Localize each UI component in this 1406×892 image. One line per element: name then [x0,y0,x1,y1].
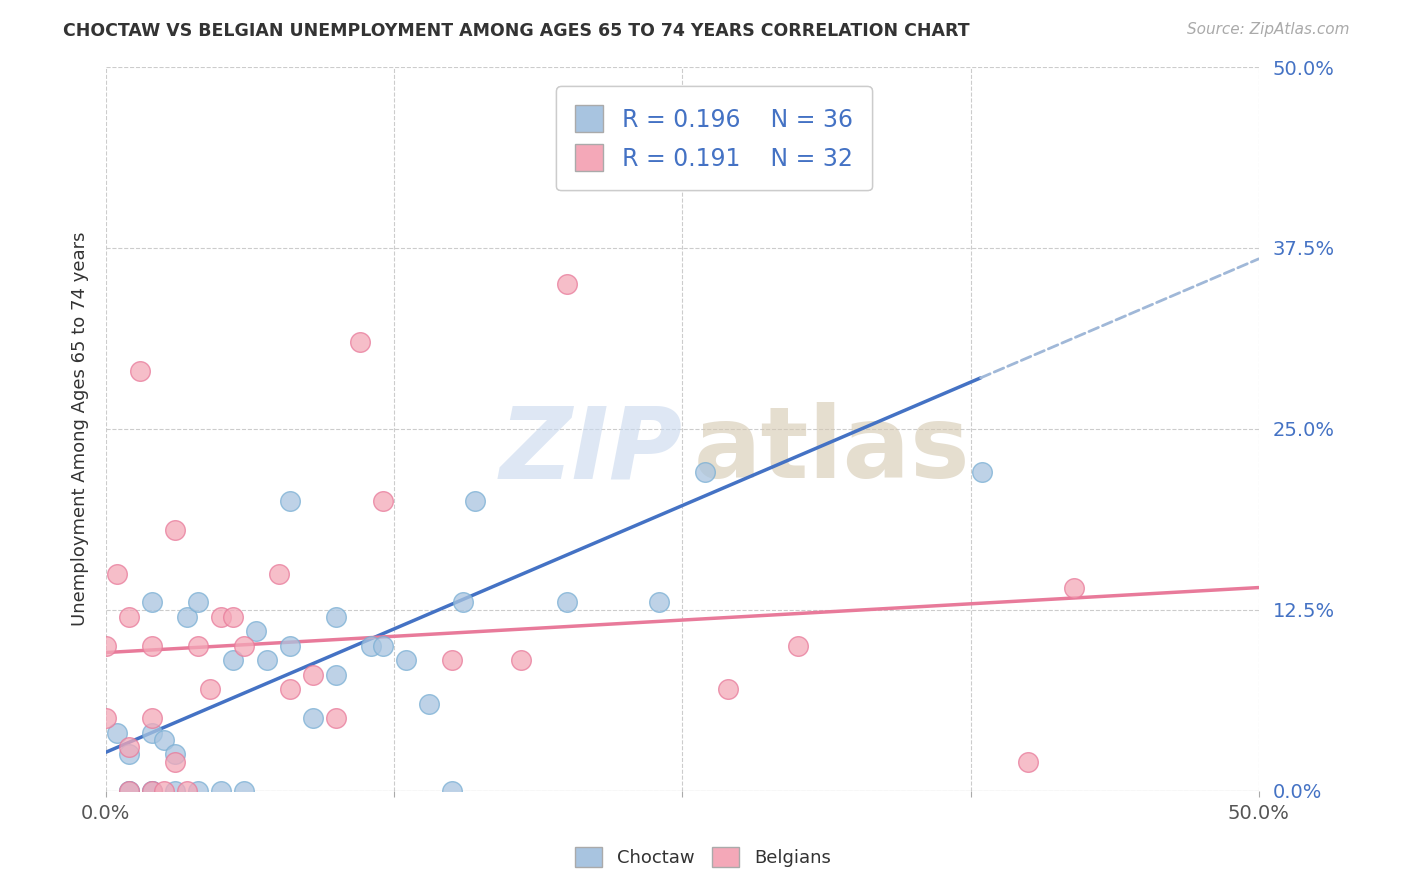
Text: atlas: atlas [693,402,970,499]
Point [209,610,232,624]
Point [555,132,578,146]
Point [464,494,486,508]
Point [141,783,163,797]
Point [94,711,117,725]
Legend: Choctaw, Belgians: Choctaw, Belgians [568,839,838,874]
Point [360,639,382,653]
Point [118,740,141,755]
Point [198,682,221,697]
Point [233,639,256,653]
Point [280,639,302,653]
Point [94,639,117,653]
Point [325,711,347,725]
Point [222,610,245,624]
Point [165,755,187,769]
Point [165,523,187,537]
Point [325,668,347,682]
Point [786,639,808,653]
Point [510,653,533,667]
Point [280,494,302,508]
Point [141,711,163,725]
Point [165,783,187,797]
Y-axis label: Unemployment Among Ages 65 to 74 years: Unemployment Among Ages 65 to 74 years [72,232,89,626]
Point [325,610,347,624]
Point [302,668,325,682]
Point [141,639,163,653]
Point [245,624,267,639]
Point [176,783,198,797]
Point [118,783,141,797]
Point [187,595,209,609]
Point [165,747,187,762]
Point [141,595,163,609]
Point [187,783,209,797]
Point [267,566,290,581]
Point [371,494,394,508]
Point [371,639,394,653]
Point [129,364,152,378]
Point [695,465,717,479]
Point [717,682,740,697]
Point [395,653,418,667]
Point [107,725,129,739]
Point [302,711,325,725]
Point [209,783,232,797]
Point [418,697,440,711]
Point [349,334,371,349]
Point [141,783,163,797]
Legend: R = 0.196    N = 36, R = 0.191    N = 32: R = 0.196 N = 36, R = 0.191 N = 32 [555,87,872,190]
Point [107,566,129,581]
Point [187,639,209,653]
Text: CHOCTAW VS BELGIAN UNEMPLOYMENT AMONG AGES 65 TO 74 YEARS CORRELATION CHART: CHOCTAW VS BELGIAN UNEMPLOYMENT AMONG AG… [63,22,970,40]
Point [118,747,141,762]
Point [555,277,578,292]
Point [152,783,174,797]
Point [648,595,671,609]
Point [141,783,163,797]
Point [555,595,578,609]
Point [152,733,174,747]
Point [256,653,278,667]
Point [1063,581,1085,595]
Point [970,465,993,479]
Point [440,783,463,797]
Point [280,682,302,697]
Point [453,595,475,609]
Text: Source: ZipAtlas.com: Source: ZipAtlas.com [1187,22,1350,37]
Point [118,610,141,624]
Point [440,653,463,667]
Point [222,653,245,667]
Point [176,610,198,624]
Point [1017,755,1039,769]
Point [118,783,141,797]
Point [233,783,256,797]
Point [141,725,163,739]
Text: ZIP: ZIP [499,402,682,499]
Point [118,783,141,797]
